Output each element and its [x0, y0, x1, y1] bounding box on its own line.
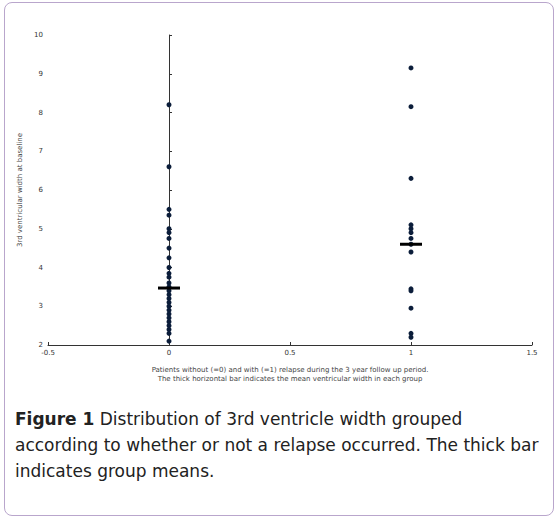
- html-text:Figure 1 Distribution of 3rd v: Figure 1 Distribution of 3rd ventricle w…: [15, 409, 539, 481]
- svg-text:8: 8: [39, 109, 43, 117]
- svg-text:7: 7: [39, 147, 43, 155]
- svg-text:1: 1: [409, 349, 413, 357]
- svg-text:9: 9: [39, 70, 43, 78]
- svg-text:3: 3: [39, 302, 43, 310]
- svg-text:4: 4: [39, 264, 44, 272]
- svg-text:5: 5: [39, 225, 43, 233]
- svg-text:Patients without (=0) and with: Patients without (=0) and with (=1) rela…: [152, 366, 429, 374]
- svg-text:0: 0: [167, 349, 171, 357]
- svg-text:6: 6: [39, 186, 44, 194]
- svg-text:10: 10: [34, 31, 43, 39]
- svg-text:2: 2: [38, 341, 43, 349]
- svg-text:-0.5: -0.5: [41, 349, 55, 357]
- svg-text:1.5: 1.5: [526, 349, 537, 357]
- svg-text:The thick horizontal bar indic: The thick horizontal bar indicates the m…: [157, 375, 423, 383]
- svg-text:3rd ventricular width at basel: 3rd ventricular width at baseline: [16, 133, 24, 247]
- svg-text:0.5: 0.5: [284, 349, 295, 357]
